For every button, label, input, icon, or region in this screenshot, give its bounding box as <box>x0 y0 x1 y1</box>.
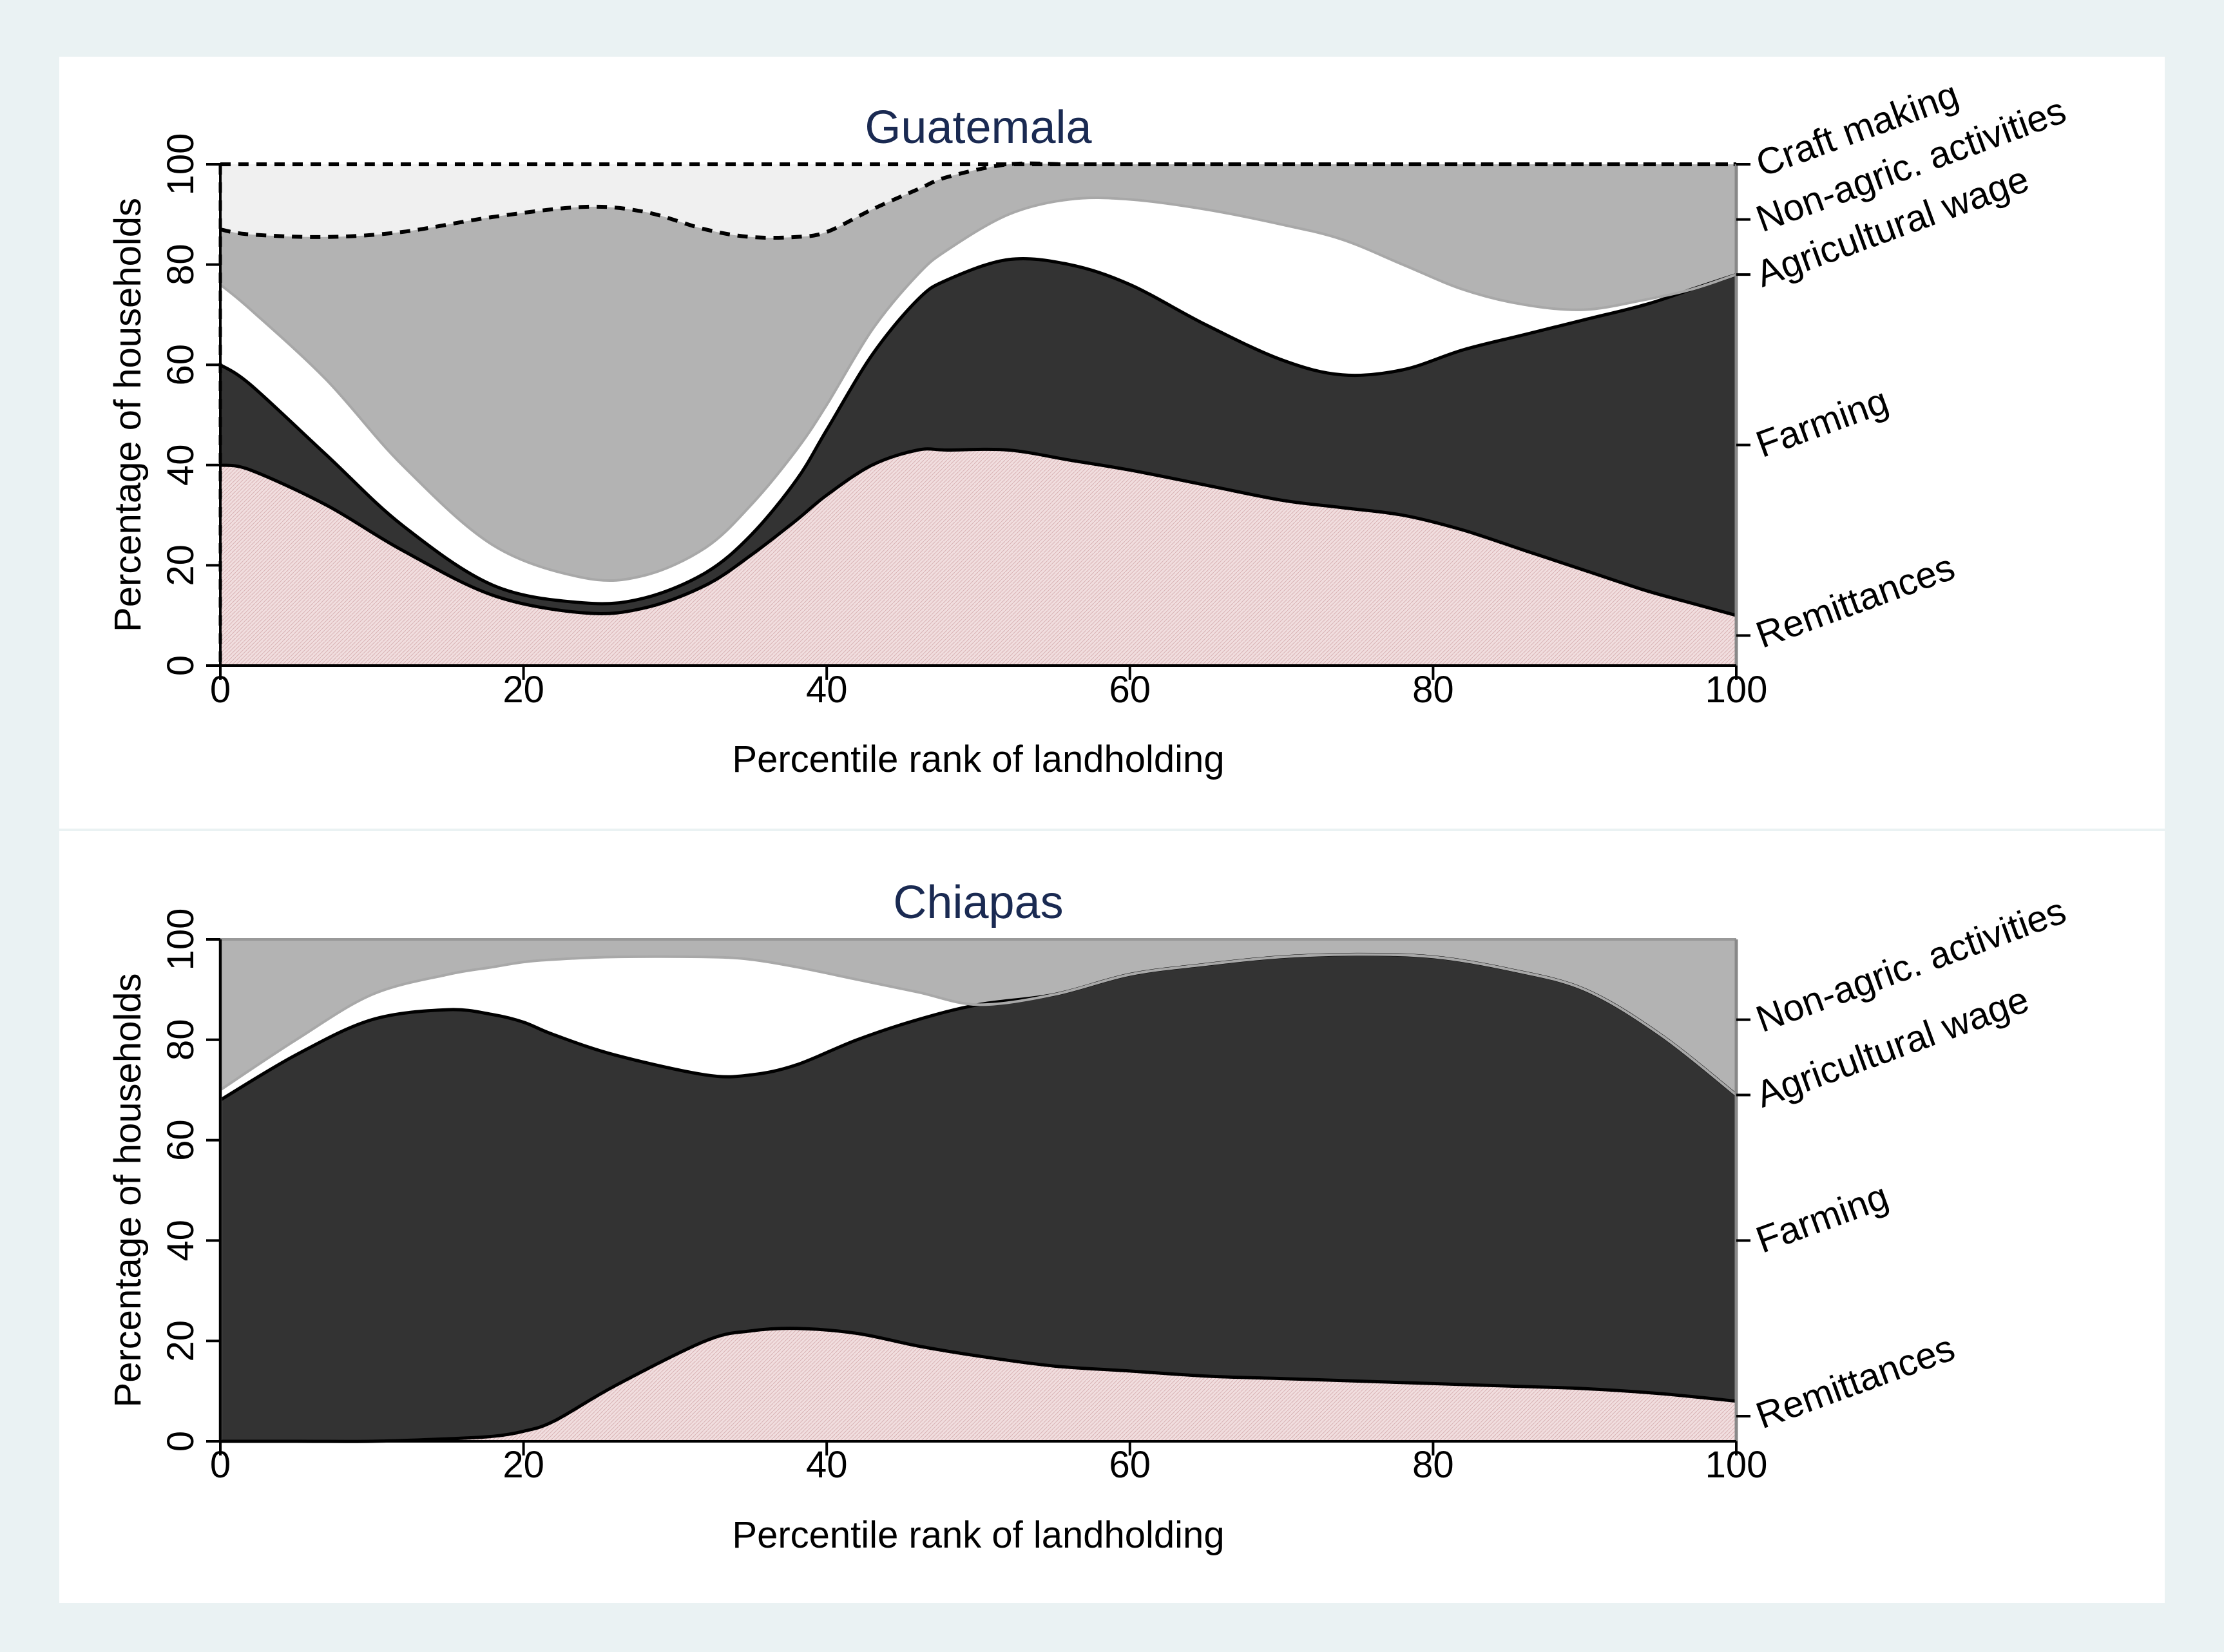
chiapas-x-tick-label: 0 <box>210 1444 231 1486</box>
chiapas-area-farming <box>220 954 1736 1441</box>
chiapas-x-tick-label: 40 <box>806 1444 848 1486</box>
guatemala-line-remittances <box>220 447 1737 617</box>
guatemala-x-tick-label: 60 <box>1109 669 1151 711</box>
guatemala-x-tick-label: 20 <box>503 669 544 711</box>
chiapas-y-tick-label: 20 <box>160 1320 202 1362</box>
guatemala-area-remittances <box>220 448 1736 666</box>
chiapas-x-tick-label: 100 <box>1705 1444 1768 1486</box>
chiapas-y-tick-label: 0 <box>160 1431 202 1452</box>
chiapas-x-tick-label: 60 <box>1109 1444 1151 1486</box>
guatemala-y-tick-label: 0 <box>160 655 202 676</box>
guatemala-x-tick-label: 100 <box>1705 669 1768 711</box>
chiapas-line-agricultural-wage <box>219 953 1738 1097</box>
guatemala-y-tick-label: 40 <box>160 445 202 486</box>
chiapas-x-axis-title: Percentile rank of landholding <box>732 1514 1224 1556</box>
guatemala-line-non-agric-activities <box>220 161 1736 240</box>
guatemala-y-tick-label: 100 <box>160 133 202 196</box>
chiapas-chart-title: Chiapas <box>893 877 1063 928</box>
chiapas-y-tick-label: 100 <box>160 908 202 971</box>
guatemala-x-axis-title: Percentile rank of landholding <box>732 738 1224 780</box>
guatemala-chart-title: Guatemala <box>865 102 1092 153</box>
chiapas-y-tick-label: 80 <box>160 1019 202 1061</box>
guatemala-x-tick-label: 40 <box>806 669 848 711</box>
chiapas-area-remittances <box>220 1328 1736 1442</box>
guatemala-y-tick-label: 20 <box>160 544 202 586</box>
guatemala-y-tick-label: 60 <box>160 344 202 386</box>
guatemala-x-tick-label: 0 <box>210 669 231 711</box>
chiapas-y-tick-label: 40 <box>160 1220 202 1262</box>
guatemala-y-tick-label: 80 <box>160 244 202 285</box>
chiapas-x-tick-label: 80 <box>1412 1444 1454 1486</box>
chiapas-x-tick-label: 20 <box>503 1444 544 1486</box>
guatemala-line-agricultural-wage <box>219 197 1737 582</box>
chiapas-y-tick-label: 60 <box>160 1119 202 1161</box>
guatemala-x-tick-label: 80 <box>1412 669 1454 711</box>
chiapas-line-remittances <box>220 1327 1737 1443</box>
guatemala-line-farming <box>219 256 1737 606</box>
chiapas-y-axis-title: Percentage of households <box>107 974 149 1408</box>
guatemala-y-axis-title: Percentage of households <box>107 198 149 632</box>
